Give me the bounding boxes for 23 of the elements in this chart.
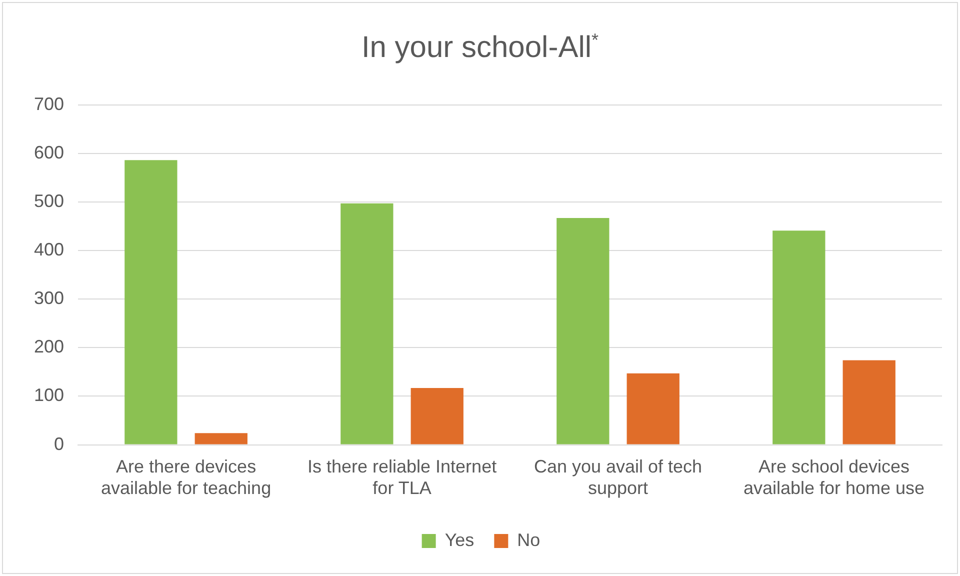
y-tick-label: 600	[34, 142, 64, 162]
x-tick-label: Are there devices available for teaching	[100, 456, 272, 498]
y-tick-label: 0	[54, 434, 64, 454]
x-tick-label: Can you avail of tech support	[534, 456, 702, 498]
bar	[842, 360, 896, 444]
bar	[124, 160, 178, 444]
y-tick-label: 700	[34, 94, 64, 114]
bar	[556, 218, 610, 444]
y-tick-label: 200	[34, 336, 64, 357]
bar	[340, 203, 394, 444]
y-tick-label: 300	[34, 288, 64, 308]
bar	[626, 373, 680, 444]
bar	[410, 388, 464, 444]
x-tick-label: Is there reliable Internet for TLA	[307, 456, 497, 498]
x-tick-label: Are school devices available for home use	[743, 456, 925, 498]
bar	[772, 230, 826, 444]
y-tick-label: 100	[34, 385, 64, 406]
y-tick-label: 400	[34, 239, 64, 260]
chart-title: In your school-All$^{*}$	[360, 30, 600, 65]
legend-label: No	[517, 530, 540, 550]
bar	[194, 433, 248, 444]
legend-label: Yes	[444, 530, 474, 550]
y-tick-label: 500	[34, 190, 64, 211]
